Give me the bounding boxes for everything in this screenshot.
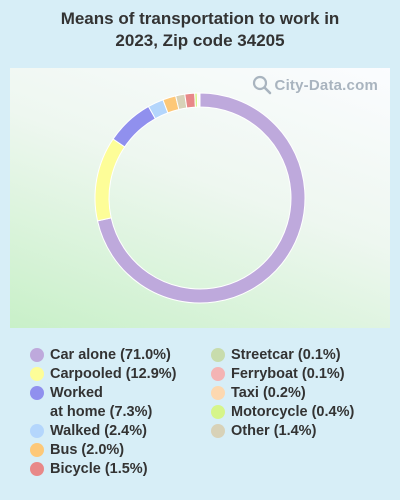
legend-column-left: Car alone (71.0%) Carpooled (12.9%) Worked…: [30, 346, 177, 479]
legend-item: Worked at home (7.3%): [30, 384, 177, 422]
legend-swatch: [211, 367, 225, 381]
legend-label: Taxi (0.2%): [231, 385, 306, 401]
legend-item: Carpooled (12.9%): [30, 365, 177, 384]
donut-chart: [94, 92, 306, 304]
chart-title-line-2: 2023, Zip code 34205: [115, 31, 285, 50]
legend-item: Motorcycle (0.4%): [211, 403, 354, 422]
magnifier-icon: [252, 75, 271, 95]
legend-swatch: [30, 386, 44, 400]
legend-item: Taxi (0.2%): [211, 384, 354, 403]
watermark: City-Data.com: [252, 75, 378, 95]
legend-swatch: [30, 424, 44, 438]
chart-panel: City-Data.com: [10, 68, 390, 328]
legend-swatch: [30, 348, 44, 362]
legend-label: Walked (2.4%): [50, 423, 147, 439]
legend-item: Ferryboat (0.1%): [211, 365, 354, 384]
legend: Car alone (71.0%) Carpooled (12.9%) Worked…: [0, 346, 400, 486]
chart-title-line-1: Means of transportation to work in: [60, 9, 340, 28]
legend-item: Bicycle (1.5%): [30, 460, 177, 479]
legend-swatch: [211, 386, 225, 400]
legend-swatch: [211, 424, 225, 438]
legend-item: Bus (2.0%): [30, 441, 177, 460]
legend-column-right: Streetcar (0.1%) Ferryboat (0.1%) Taxi (0.…: [211, 346, 354, 441]
donut-slice-1: [94, 138, 126, 222]
donut-slice-2: [112, 105, 157, 148]
legend-swatch: [30, 462, 44, 476]
legend-label: Motorcycle (0.4%): [231, 404, 355, 420]
chart-title: Means of transportation to work in 2023,…: [0, 8, 400, 52]
legend-label: Bicycle (1.5%): [50, 461, 148, 477]
legend-item: Other (1.4%): [211, 422, 354, 441]
legend-swatch: [211, 348, 225, 362]
legend-label: Worked at home (7.3%): [50, 385, 153, 420]
legend-label: Bus (2.0%): [50, 442, 125, 458]
legend-label: Other (1.4%): [231, 423, 317, 439]
legend-label: Carpooled (12.9%): [50, 366, 177, 382]
legend-swatch: [30, 367, 44, 381]
legend-item: Streetcar (0.1%): [211, 346, 354, 365]
legend-swatch: [211, 405, 225, 419]
donut-slice-10: [198, 92, 201, 108]
legend-item: Car alone (71.0%): [30, 346, 177, 365]
legend-swatch: [30, 443, 44, 457]
legend-label: Streetcar (0.1%): [231, 347, 341, 363]
legend-item: Walked (2.4%): [30, 422, 177, 441]
legend-label: Car alone (71.0%): [50, 347, 171, 363]
watermark-text: City-Data.com: [274, 76, 378, 94]
legend-label: Ferryboat (0.1%): [231, 366, 345, 382]
donut-slice-6: [184, 92, 196, 109]
